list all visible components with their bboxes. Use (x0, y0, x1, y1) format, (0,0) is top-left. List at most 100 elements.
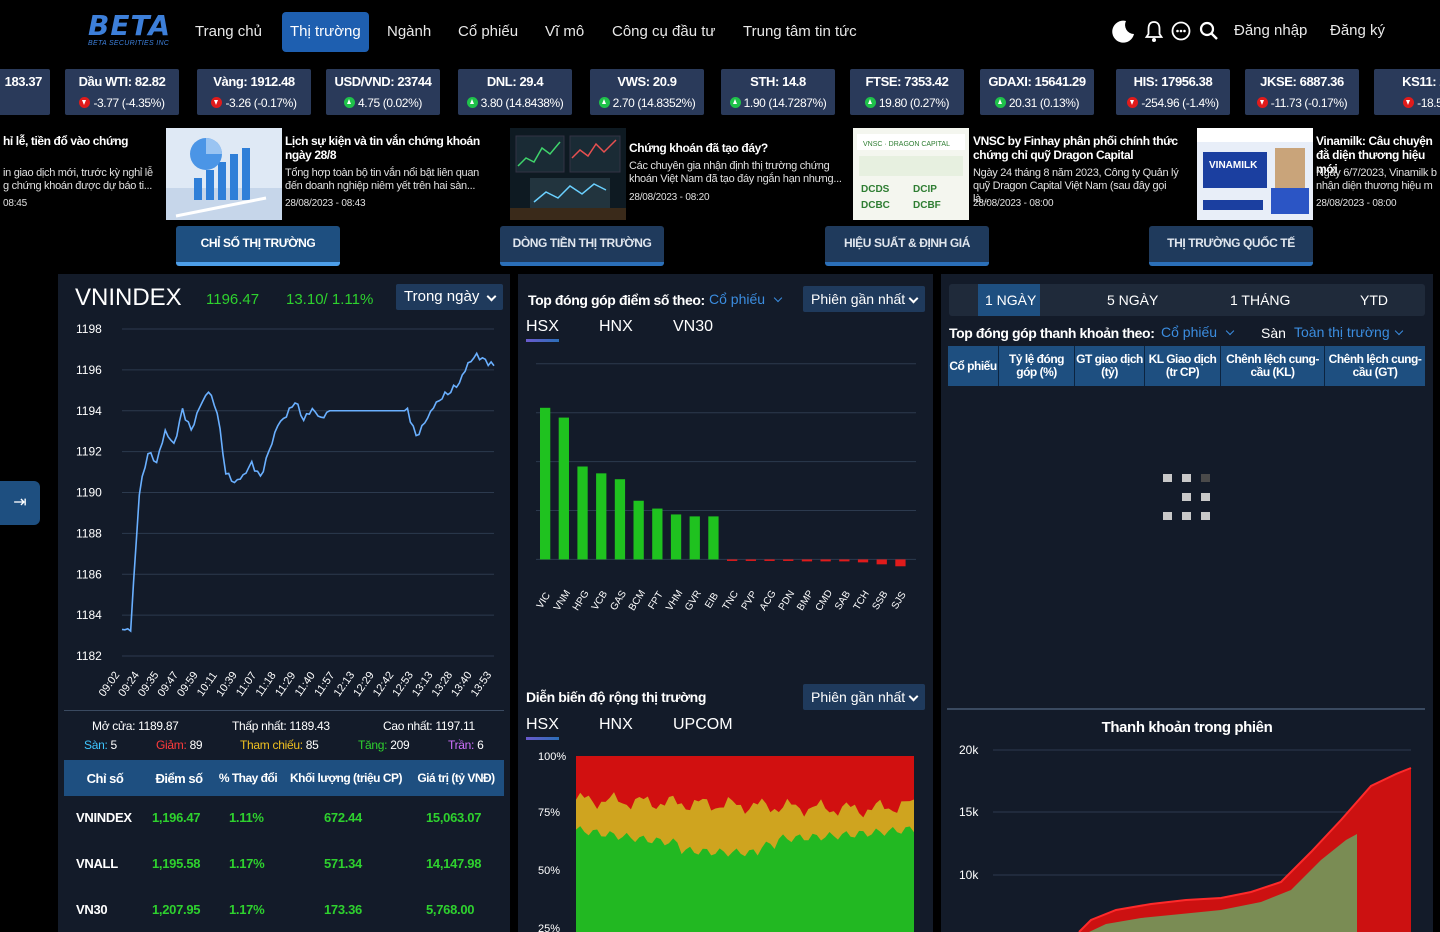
ticker-item[interactable]: VWS: 20.9 2.70 (14.8352%) (590, 69, 704, 115)
breadth-session-dropdown[interactable]: Phiên gần nhất (803, 684, 925, 710)
tab-market-index[interactable]: CHỈ SỐ THỊ TRƯỜNG (176, 226, 340, 266)
period-tab-1m[interactable]: 1 THÁNG (1230, 292, 1291, 308)
beta-logo[interactable]: BETA BETA SECURITIES INC (88, 12, 178, 52)
vnindex-line-chart[interactable]: 11821184118611881190119211941196119809:0… (58, 314, 510, 704)
bar[interactable] (745, 559, 756, 561)
bar[interactable] (614, 479, 626, 560)
y-tick-label: 1194 (76, 404, 102, 418)
bar[interactable] (540, 407, 551, 560)
bar[interactable] (652, 508, 663, 560)
tab-performance-valuation[interactable]: HIỆU SUẤT & ĐỊNH GIÁ (825, 226, 989, 266)
period-tab-1d[interactable]: 1 NGÀY (985, 292, 1037, 308)
bar[interactable] (689, 516, 700, 560)
bar[interactable] (633, 500, 644, 560)
table-cell: 5,768.00 (426, 902, 475, 917)
ticker-item[interactable]: USD/VND: 23744 4.75 (0.02%) (326, 69, 440, 115)
bar[interactable] (708, 516, 719, 560)
login-link[interactable]: Đăng nhập (1234, 22, 1308, 39)
moon-icon[interactable] (1110, 18, 1136, 44)
news-title[interactable]: hỉ lễ, tiền đổ vào chứng (3, 134, 129, 148)
x-tick-label: 13:53 (469, 670, 495, 699)
bar[interactable] (801, 559, 813, 562)
ticker-item[interactable]: Vàng: 1912.48 -3.26 (-0.17%) (197, 69, 311, 115)
period-tab-5d[interactable]: 5 NGÀY (1107, 292, 1159, 308)
bar[interactable] (764, 559, 775, 561)
arrow-up-icon (344, 97, 356, 108)
nav-item[interactable]: Công cụ đầu tư (612, 23, 716, 40)
market-breadth-chart[interactable]: 100% 75% 50% 25% (518, 744, 933, 932)
news-title[interactable]: Lịch sự kiện và tin vắn chứng khoán ngày… (285, 134, 480, 162)
ticker-name: Dầu WTI: 82.82 (78, 74, 166, 89)
bar[interactable] (839, 559, 850, 562)
y-tick-label: 15k (959, 805, 979, 819)
tab-hnx[interactable]: HNX (599, 318, 633, 335)
bar[interactable] (820, 559, 831, 562)
nav-item[interactable]: Thị trường (282, 12, 369, 52)
tab-international-market[interactable]: THỊ TRƯỜNG QUỐC TẾ (1149, 226, 1313, 266)
ticker-item[interactable]: JKSE: 6887.36 -11.73 (-0.17%) (1245, 69, 1359, 115)
bar[interactable] (895, 559, 906, 567)
tab-hsx[interactable]: HSX (526, 716, 559, 740)
nav-item[interactable]: Vĩ mô (545, 23, 585, 40)
sidebar-toggle-button[interactable]: ⇥ (0, 481, 40, 525)
exchange-dropdown[interactable]: Toàn thị trường (1294, 324, 1403, 340)
contribution-session-dropdown[interactable]: Phiên gần nhất (803, 286, 925, 312)
x-tick-label: SAB (833, 589, 853, 612)
ticker-item[interactable]: KS11: 251 -18.52 (- (1374, 69, 1440, 115)
news-date: 28/08/2023 - 08:00 (1316, 198, 1397, 209)
nav-item[interactable]: Trung tâm tin tức (743, 23, 857, 40)
news-title[interactable]: VNSC by Finhay phân phối chính thức chứn… (973, 134, 1178, 162)
x-tick-label: VIC (535, 591, 553, 611)
bar[interactable] (558, 417, 569, 560)
table-cell: VNALL (76, 856, 118, 871)
nav-item[interactable]: Ngành (387, 23, 432, 40)
chat-icon[interactable] (1170, 18, 1192, 44)
y-tick-label: 25% (538, 923, 560, 932)
ticker-item[interactable]: HIS: 17956.38 -254.96 (-1.4%) (1116, 69, 1230, 115)
ticker-item[interactable]: Dầu WTI: 82.82 -3.77 (-4.35%) (65, 69, 179, 115)
ticker-item[interactable]: GDAXI: 15641.29 20.31 (0.13%) (980, 69, 1094, 115)
search-icon[interactable] (1198, 18, 1220, 44)
ticker-item[interactable]: DNL: 29.4 3.80 (14.8438%) (458, 69, 572, 115)
bar[interactable] (727, 559, 738, 561)
news-thumbnail[interactable] (166, 128, 282, 220)
tab-upcom[interactable]: UPCOM (673, 716, 733, 733)
news-title[interactable]: Vinamilk: Câu chuyện đằ diện thương hiệu… (1316, 134, 1433, 176)
bell-icon[interactable] (1144, 18, 1164, 44)
x-tick-label: GVR (683, 589, 704, 613)
x-tick-label: VCB (590, 589, 610, 613)
x-tick-label: SSB (871, 589, 891, 612)
tab-hsx[interactable]: HSX (526, 318, 559, 342)
news-thumbnail[interactable] (510, 128, 626, 220)
bar[interactable] (783, 559, 794, 561)
nav-item[interactable]: Trang chủ (195, 23, 262, 40)
news-thumbnail[interactable]: VNSC · DRAGON CAPITAL DCDS DCIP DCBC DCBF (853, 128, 969, 220)
bar[interactable] (670, 514, 682, 560)
bar[interactable] (596, 473, 607, 560)
news-title[interactable]: Chứng khoán đã tạo đáy? (629, 141, 768, 155)
bar[interactable] (876, 559, 887, 565)
tab-vn30[interactable]: VN30 (673, 318, 714, 335)
x-tick-label: EIB (703, 591, 721, 611)
ticker-item[interactable]: STH: 14.8 1.90 (14.7287%) (721, 69, 835, 115)
register-link[interactable]: Đăng ký (1330, 22, 1386, 39)
ticker-name: STH: 14.8 (750, 74, 806, 89)
col-header: KL Giao dịch (tr CP) (1144, 346, 1220, 386)
table-cell: 1,207.95 (152, 902, 201, 917)
ticker-item[interactable]: 183.3751%) (0, 69, 50, 115)
liquidity-panel: 1 NGÀY 5 NGÀY 1 THÁNG YTD Top đóng góp t… (941, 274, 1433, 932)
tab-hnx[interactable]: HNX (599, 716, 633, 733)
news-thumbnail[interactable]: VINAMILK (1197, 128, 1313, 220)
x-tick-label: ACG (758, 588, 779, 612)
bar[interactable] (857, 559, 869, 563)
contribution-by-dropdown[interactable]: Cổ phiếu (709, 291, 783, 307)
period-dropdown[interactable]: Trong ngày (396, 284, 503, 310)
tab-money-flow[interactable]: DÒNG TIỀN THỊ TRƯỜNG (500, 226, 664, 266)
ticker-item[interactable]: FTSE: 7353.42 19.80 (0.27%) (850, 69, 964, 115)
period-tab-ytd[interactable]: YTD (1360, 292, 1388, 308)
session-liquidity-chart[interactable]: 20k 15k 10k (941, 740, 1433, 932)
bar[interactable] (577, 466, 588, 560)
nav-item[interactable]: Cổ phiếu (458, 23, 519, 40)
liquidity-by-dropdown[interactable]: Cổ phiếu (1161, 324, 1235, 340)
